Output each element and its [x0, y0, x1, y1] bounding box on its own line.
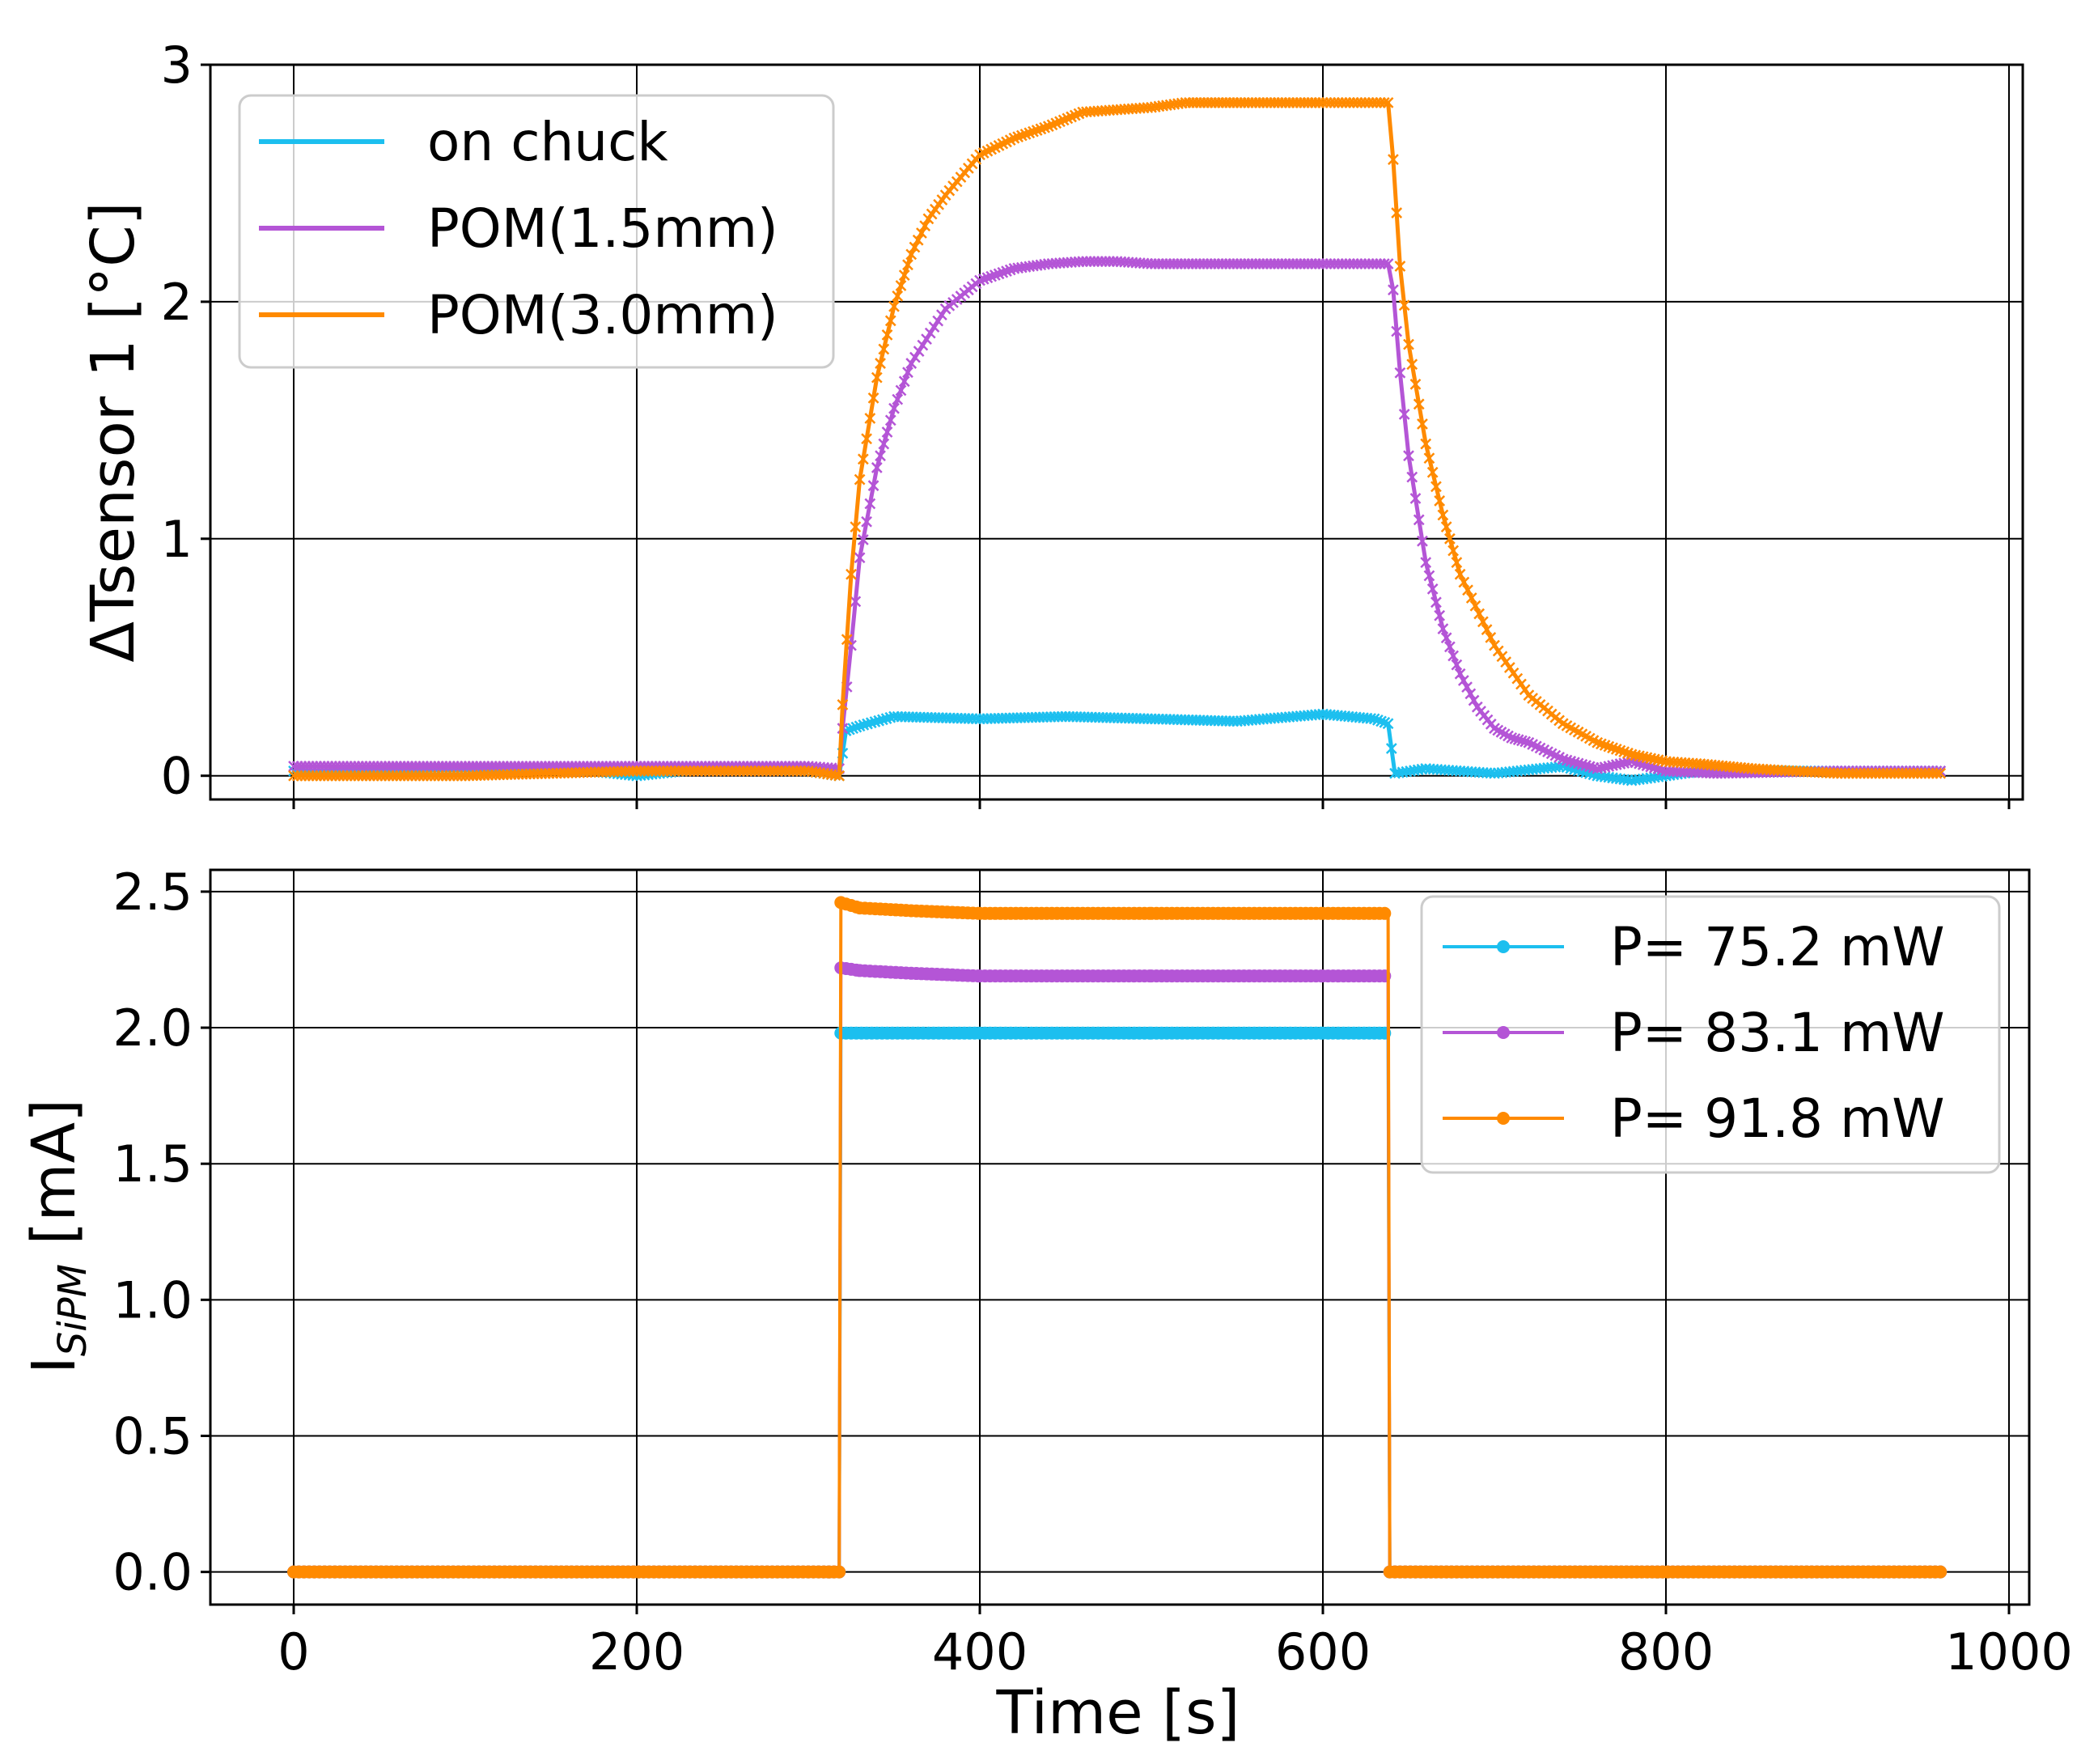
bottom-legend-marker: [1497, 1112, 1510, 1125]
top-ticks: [201, 63, 2011, 809]
bottom-y-tick-label: 1.5: [112, 1134, 193, 1194]
top-legend-item: on chuck: [259, 111, 668, 173]
top-y-tick-label: 3: [161, 36, 193, 95]
top-series-markers: [288, 96, 1947, 782]
top-legend-label: on chuck: [427, 111, 668, 173]
x-tick-label: 200: [589, 1622, 684, 1681]
bottom-plot-frame: [209, 868, 2031, 1606]
top-y-axis-label: ΔTsensor 1 [°C]: [78, 201, 148, 662]
top-legend-item: POM(3.0mm): [259, 284, 778, 346]
x-tick-label: 800: [1618, 1622, 1714, 1681]
top-y-tick-label: 1: [161, 510, 193, 569]
bottom-legend-item: P= 75.2 mW: [1443, 916, 1945, 978]
bottom-legend-item: P= 91.8 mW: [1443, 1088, 1945, 1150]
top-series: [288, 96, 1947, 787]
bottom-series-3: [287, 896, 1948, 1579]
x-axis-label: Time [s]: [996, 1678, 1240, 1748]
top-legend: on chuck POM(1.5mm) POM(3.0mm): [238, 94, 835, 369]
bottom-y-tick-labels: 0.0 0.5 1.0 1.5 2.0 2.5: [112, 863, 193, 1602]
top-panel: 0 1 2 3 ΔTsensor 1 [°C] on chuck POM(1.5mm)…: [78, 36, 2024, 809]
x-tick-label: 400: [932, 1622, 1028, 1681]
bottom-y-tick-label: 0.0: [112, 1543, 193, 1602]
x-tick-labels: 0 200 400 600 800 1000: [278, 1622, 2073, 1681]
top-legend-label: POM(1.5mm): [427, 197, 778, 260]
y-label-units: [mA]: [19, 1099, 89, 1264]
top-y-tick-label: 0: [161, 747, 193, 806]
top-legend-box: [238, 94, 835, 369]
bottom-y-tick-label: 2.5: [112, 863, 193, 922]
bottom-legend-marker: [1497, 940, 1510, 953]
y-label-main: I: [19, 1356, 89, 1374]
bottom-y-tick-label: 2.0: [112, 999, 193, 1058]
top-legend-item: POM(1.5mm): [259, 197, 778, 260]
top-y-tick-label: 2: [161, 273, 193, 332]
bottom-y-tick-label: 1.0: [112, 1270, 193, 1329]
y-label-subscript: SiPM: [50, 1264, 95, 1356]
bottom-legend-label: P= 75.2 mW: [1610, 916, 1945, 978]
bottom-legend: P= 75.2 mW P= 83.1 mW P= 91.8 mW: [1420, 895, 2001, 1174]
top-plot-frame: [209, 63, 2024, 801]
bottom-y-axis-label: ISiPM [mA]: [19, 1099, 95, 1374]
bottom-legend-item: P= 83.1 mW: [1443, 1002, 1945, 1064]
top-series-3: [288, 96, 1947, 782]
bottom-legend-marker: [1497, 1026, 1510, 1039]
bottom-panel: 0.0 0.5 1.0 1.5 2.0 2.5 0 200 400 600 800 1000 ISi…: [19, 863, 2073, 1748]
bottom-legend-label: P= 91.8 mW: [1610, 1088, 1945, 1150]
bottom-y-tick-label: 0.5: [112, 1406, 193, 1465]
bottom-series: [287, 896, 1948, 1579]
top-legend-label: POM(3.0mm): [427, 284, 778, 346]
x-tick-label: 0: [278, 1622, 309, 1681]
x-tick-label: 600: [1275, 1622, 1371, 1681]
top-y-tick-labels: 0 1 2 3: [161, 36, 193, 806]
x-tick-label: 1000: [1945, 1622, 2073, 1681]
bottom-ticks: [201, 890, 2011, 1614]
bottom-legend-box: [1420, 895, 2001, 1174]
bottom-legend-label: P= 83.1 mW: [1610, 1002, 1945, 1064]
